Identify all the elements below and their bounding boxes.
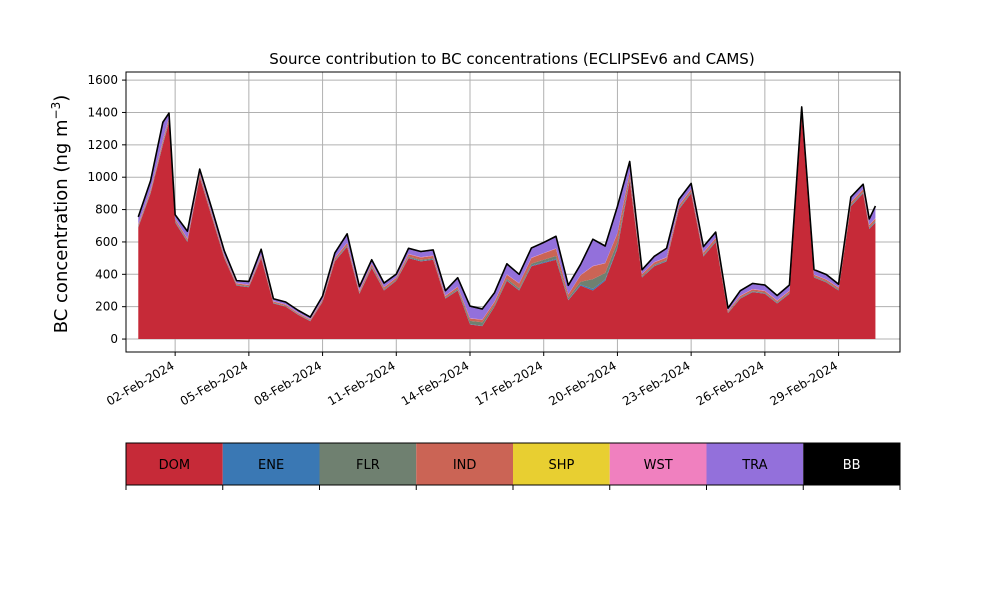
y-tick-label: 400 xyxy=(95,267,118,281)
x-tick-label: 20-Feb-2024 xyxy=(546,358,619,408)
legend-swatch-wst xyxy=(609,443,707,485)
y-axis-label-suffix: ) xyxy=(51,95,72,102)
legend-label-shp: SHP xyxy=(548,458,574,473)
y-tick-label: 1600 xyxy=(87,73,118,87)
total-line xyxy=(137,106,877,318)
x-tick-label: 17-Feb-2024 xyxy=(473,358,546,408)
x-tick-label: 05-Feb-2024 xyxy=(178,358,251,408)
x-tick-label: 23-Feb-2024 xyxy=(620,358,693,408)
y-tick-label: 0 xyxy=(110,332,118,346)
area-dom xyxy=(138,115,876,340)
y-tick-label: 200 xyxy=(95,300,118,314)
y-tick-label: 1200 xyxy=(87,138,118,152)
y-tick-label: 800 xyxy=(95,203,118,217)
x-tick-label: 08-Feb-2024 xyxy=(251,358,324,408)
legend-swatch-flr xyxy=(319,443,417,485)
y-tick-label: 1400 xyxy=(87,105,118,119)
y-axis-label-superscript: −3 xyxy=(49,102,63,120)
legend-swatch-dom xyxy=(126,443,223,485)
plot-area-frame xyxy=(125,71,901,353)
legend-swatch-shp xyxy=(513,443,610,485)
chart-title: Source contribution to BC concentrations… xyxy=(269,50,754,68)
legend-swatch-bb xyxy=(803,443,900,485)
total-concentration-line xyxy=(137,106,877,318)
legend-label-dom: DOM xyxy=(159,458,190,473)
legend-swatch-tra xyxy=(706,443,804,485)
legend-label-tra: TRA xyxy=(741,458,767,473)
y-tick-label: 1000 xyxy=(87,170,118,184)
legend-swatch-ene xyxy=(222,443,320,485)
legend-swatch-ind xyxy=(416,443,513,485)
x-tick-label: 29-Feb-2024 xyxy=(767,358,840,408)
y-axis-label-main: BC concentration (ng m xyxy=(51,119,72,333)
legend-label-wst: WST xyxy=(644,458,673,473)
legend-colorbar: DOM ENE FLR IND SHP WST TRA BB xyxy=(125,442,901,490)
legend-label-ene: ENE xyxy=(258,458,284,473)
legend-label-flr: FLR xyxy=(356,458,380,473)
legend-label-bb: BB xyxy=(843,458,861,473)
stacked-areas xyxy=(138,106,876,340)
x-tick-label: 14-Feb-2024 xyxy=(399,358,472,408)
x-tick-label: 02-Feb-2024 xyxy=(104,358,177,408)
legend-label-ind: IND xyxy=(453,458,477,473)
x-tick-label: 26-Feb-2024 xyxy=(694,358,767,408)
y-axis-label: BC concentration (ng m−3) xyxy=(49,95,72,334)
x-tick-label: 11-Feb-2024 xyxy=(325,358,398,408)
y-tick-label: 600 xyxy=(95,235,118,249)
